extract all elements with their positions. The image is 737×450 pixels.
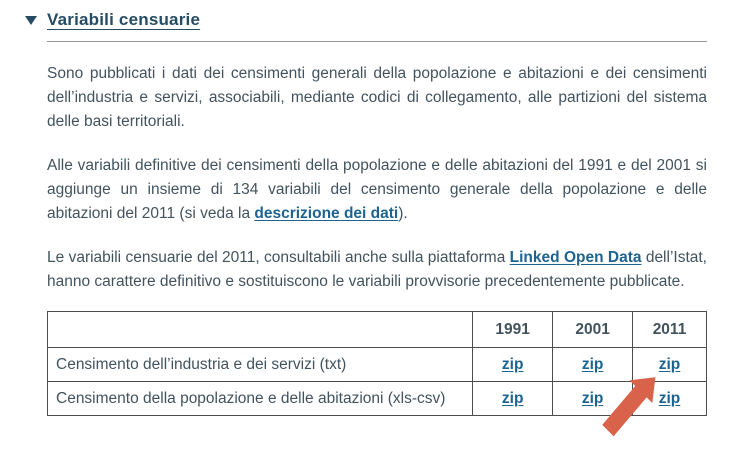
- row-label-industry: Censimento dell’industria e dei servizi …: [46, 347, 474, 382]
- accordion-header[interactable]: Variabili censuarie: [25, 10, 707, 30]
- paragraph-lod-text-before: Le variabili censuarie del 2011, consult…: [47, 249, 510, 266]
- table-row-industry: Censimento dell’industria e dei servizi …: [46, 347, 707, 382]
- data-description-link[interactable]: descrizione dei dati: [254, 205, 399, 222]
- zip-link-industry-1991[interactable]: zip: [501, 355, 524, 373]
- paragraph-variables-text-before: Alle variabili definitive dei censimenti…: [47, 157, 707, 222]
- table-header-1991: 1991: [472, 311, 554, 348]
- triangle-down-icon[interactable]: [25, 15, 37, 25]
- linked-open-data-link[interactable]: Linked Open Data: [509, 249, 642, 266]
- paragraph-intro-text: Sono pubblicati i dati dei censimenti ge…: [47, 65, 707, 130]
- zip-link-industry-2001[interactable]: zip: [581, 355, 604, 373]
- zip-link-population-1991[interactable]: zip: [501, 389, 524, 407]
- zip-link-population-2011[interactable]: zip: [658, 389, 681, 407]
- table-header-2001: 2001: [552, 311, 634, 348]
- zip-link-population-2001[interactable]: zip: [581, 389, 604, 407]
- census-downloads-table: 1991 2001 2011 Censimento dell’industria…: [46, 311, 707, 416]
- table-header-row: 1991 2001 2011: [46, 311, 707, 348]
- paragraph-variables-text-after: ).: [398, 205, 408, 222]
- paragraph-variables: Alle variabili definitive dei censimenti…: [47, 154, 707, 226]
- paragraph-lod-text-after: dell’Istat, hanno carattere definitivo e…: [47, 249, 707, 290]
- zip-link-industry-2011[interactable]: zip: [658, 355, 681, 373]
- section-title[interactable]: Variabili censuarie: [47, 10, 201, 29]
- table-row-population: Censimento della popolazione e delle abi…: [46, 381, 707, 416]
- divider: [47, 41, 707, 42]
- paragraph-linked-open-data: Le variabili censuarie del 2011, consult…: [47, 246, 707, 294]
- table-header-empty: [46, 311, 474, 348]
- paragraph-intro: Sono pubblicati i dati dei censimenti ge…: [47, 62, 707, 134]
- census-variables-section: Variabili censuarie Sono pubblicati i da…: [25, 10, 707, 416]
- row-label-population: Censimento della popolazione e delle abi…: [46, 381, 474, 416]
- table-header-2011: 2011: [632, 311, 707, 348]
